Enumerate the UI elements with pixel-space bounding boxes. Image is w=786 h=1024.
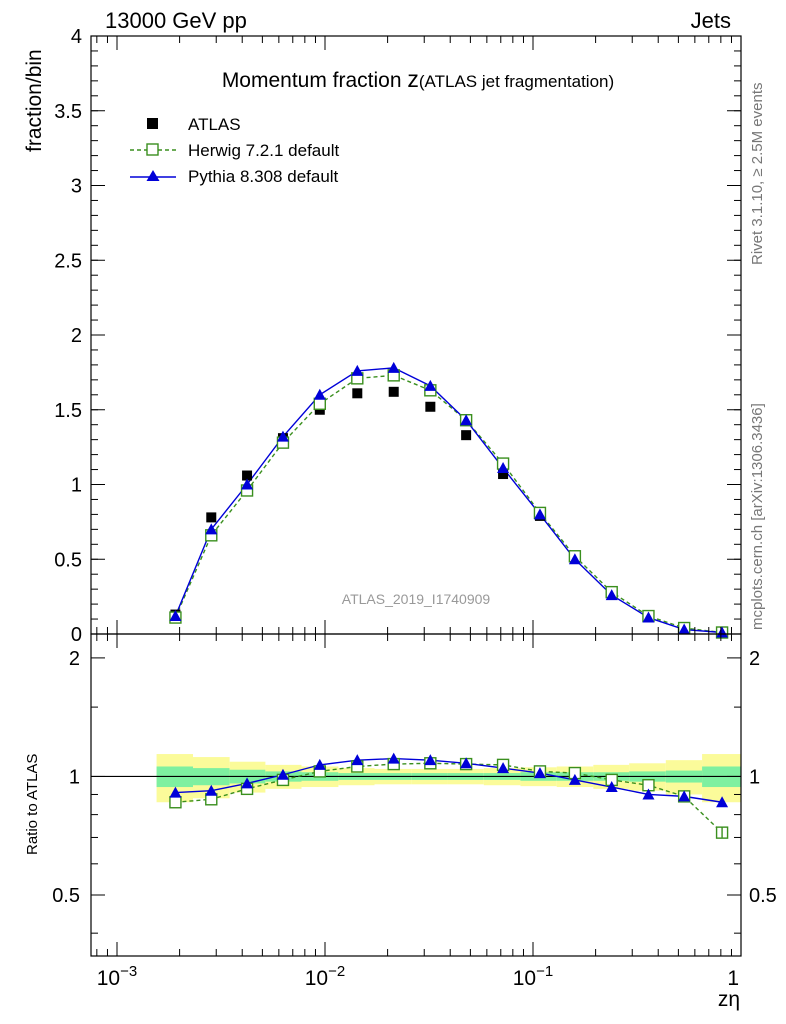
ratio-pythia-point <box>533 767 546 779</box>
ratio-y-tick-label: 0.5 <box>52 885 80 907</box>
atlas-point <box>352 388 363 399</box>
x-tick-label: 10−1 <box>513 963 553 990</box>
mcplots-label: mcplots.cern.ch [arXiv:1306.3436] <box>749 403 766 630</box>
legend-herwig-marker <box>146 143 159 156</box>
ratio-pythia-point <box>642 788 655 800</box>
main-ylabel: fraction/bin <box>23 49 46 152</box>
pythia-point <box>716 626 729 638</box>
x-tick-label: 10−2 <box>305 963 345 990</box>
header-left: 13000 GeV pp <box>105 8 247 33</box>
y-tick-label: 2 <box>71 325 82 347</box>
herwig-point <box>313 397 326 410</box>
legend-atlas-marker <box>147 118 158 129</box>
ratio-y-tick-label-right: 0.5 <box>749 885 777 907</box>
ratio-pythia-point <box>205 784 218 796</box>
ratio-panel: 0.5 0.5 1 1 2 2 Ratio to ATLAS <box>24 633 777 957</box>
main-title-text: Momentum fraction <box>222 69 408 92</box>
pythia-point <box>497 462 510 474</box>
legend-atlas-label: ATLAS <box>188 115 241 134</box>
ratio-pythia-point <box>605 781 618 793</box>
ratio-pythia-point <box>678 790 691 802</box>
atlas-point <box>242 470 253 481</box>
pythia-point <box>205 523 218 535</box>
y-tick-label: 1 <box>71 475 82 497</box>
pythia-point <box>568 553 581 565</box>
atlas-point <box>461 430 472 441</box>
y-tick-label: 0 <box>71 624 82 646</box>
pythia-point <box>605 589 618 601</box>
pythia-point <box>351 364 364 376</box>
main-panel: Momentum fraction z(ATLAS jet fragmentat… <box>23 26 742 646</box>
ratio-frame <box>90 633 742 957</box>
pythia-point <box>533 508 546 520</box>
ratio-pythia-point <box>351 754 364 766</box>
ratio-pythia-point <box>313 758 326 770</box>
x-tick-label: 10−3 <box>97 963 137 990</box>
pythia-point <box>642 611 655 623</box>
atlas-point <box>498 469 509 480</box>
header-right: Jets <box>691 8 731 33</box>
ratio-pythia-point <box>497 762 510 774</box>
ratio-pythia-line <box>175 757 723 803</box>
ratio-pythia-point <box>460 757 473 769</box>
pythia-point <box>678 623 691 635</box>
atlas-point <box>388 386 399 397</box>
ratio-y-tick-label: 1 <box>69 766 80 788</box>
legend-herwig-label: Herwig 7.2.1 default <box>188 141 339 160</box>
pythia-point <box>169 610 182 622</box>
y-tick-label: 4 <box>71 26 82 48</box>
x-axis-label: zη <box>718 988 740 1011</box>
pythia-point <box>387 361 400 373</box>
pythia-point <box>276 430 289 442</box>
pythia-point <box>241 478 254 490</box>
pythia-line <box>174 367 723 634</box>
main-title: Momentum fraction z(ATLAS jet fragmentat… <box>222 66 614 92</box>
ratio-pythia-point <box>169 786 182 798</box>
pythia-point <box>313 388 326 400</box>
ratio-pythia-point <box>387 752 400 764</box>
legend-pythia-label: Pythia 8.308 default <box>188 167 339 186</box>
ratio-y-tick-label-right: 2 <box>749 648 760 670</box>
y-tick-label: 3.5 <box>54 101 82 123</box>
y-tick-label: 1.5 <box>54 400 82 422</box>
ratio-ylabel: Ratio to ATLAS <box>24 754 41 855</box>
rivet-label: Rivet 3.1.10, ≥ 2.5M events <box>749 83 766 266</box>
y-tick-label: 3 <box>71 176 82 198</box>
ratio-herwig-point <box>169 796 182 809</box>
herwig-line <box>174 374 723 634</box>
y-tick-label: 0.5 <box>54 549 82 571</box>
main-title-sub: (ATLAS jet fragmentation) <box>419 72 614 91</box>
x-tick-label: 1 <box>727 967 739 990</box>
ratio-y-tick-label: 2 <box>69 648 80 670</box>
legend: ATLAS Herwig 7.2.1 default Pythia 8.308 … <box>130 115 339 186</box>
atlas-point <box>206 512 217 523</box>
ratio-pythia-point <box>276 768 289 780</box>
pythia-point <box>424 379 437 391</box>
ratio-y-tick-label-right: 1 <box>749 766 760 788</box>
atlas-point <box>425 401 436 412</box>
main-title-var: z <box>407 66 419 92</box>
legend-pythia-marker <box>146 170 160 181</box>
watermark: ATLAS_2019_I1740909 <box>342 591 491 607</box>
ratio-herwig-line <box>175 762 723 834</box>
ratio-pythia-point <box>568 773 581 785</box>
ratio-pythia-point <box>241 777 254 789</box>
pythia-point <box>460 414 473 426</box>
y-tick-label: 2.5 <box>54 250 82 272</box>
ratio-pythia-point <box>424 754 437 766</box>
